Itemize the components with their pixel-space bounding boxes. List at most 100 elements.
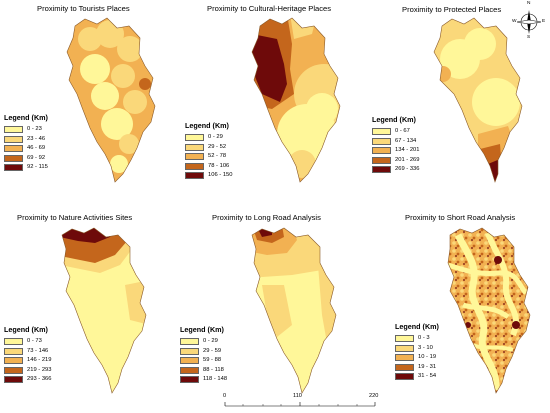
legend-label: 293 - 366 — [27, 376, 52, 383]
legend: Legend (Km) 0 - 3 3 - 10 10 - 19 19 - 31… — [395, 323, 439, 382]
legend-swatch — [180, 366, 199, 374]
legend-swatch — [395, 363, 414, 371]
legend-swatch — [4, 357, 23, 365]
legend-label: 19 - 31 — [418, 363, 437, 370]
legend-item: 10 - 19 — [395, 353, 439, 363]
legend-swatch — [185, 153, 204, 161]
legend-swatch — [372, 147, 391, 155]
legend-label: 134 - 201 — [395, 147, 420, 154]
legend-swatch — [180, 347, 199, 355]
legend-label: 52 - 78 — [208, 153, 227, 160]
map-tourists — [66, 17, 156, 183]
legend-label: 92 - 115 — [27, 164, 48, 171]
scale-label: 0 — [223, 393, 227, 399]
legend-title: Legend (Km) — [395, 322, 439, 331]
legend-swatch — [395, 344, 414, 352]
legend-title: Legend (Km) — [185, 121, 229, 130]
legend-item: 69 - 92 — [4, 154, 48, 164]
legend-item: 0 - 73 — [4, 337, 52, 347]
legend-label: 201 - 269 — [395, 156, 420, 163]
map-short-road — [447, 227, 531, 394]
legend-label: 88 - 118 — [203, 366, 224, 373]
legend-item: 0 - 67 — [372, 127, 420, 137]
map-long-road — [251, 227, 337, 394]
map-nature-activities — [61, 227, 147, 394]
map-title: Proximity to Short Road Analysis — [405, 213, 516, 222]
legend-label: 29 - 59 — [203, 347, 222, 354]
legend-label: 0 - 3 — [418, 335, 430, 342]
compass-rose-icon — [516, 10, 542, 34]
legend-label: 0 - 29 — [203, 338, 218, 345]
map-title: Proximity to Long Road Analysis — [212, 213, 321, 222]
legend-swatch — [395, 335, 414, 343]
legend-label: 29 - 52 — [208, 143, 227, 150]
legend-swatch — [372, 128, 391, 136]
legend-swatch — [180, 357, 199, 365]
legend-label: 67 - 134 — [395, 137, 417, 144]
legend-label: 106 - 150 — [208, 172, 233, 179]
legend-item: 88 - 118 — [180, 366, 227, 376]
legend-item: 293 - 366 — [4, 375, 52, 385]
map-title: Proximity to Protected Places — [402, 5, 502, 14]
legend-swatch — [4, 347, 23, 355]
legend-swatch — [185, 172, 204, 180]
compass-north-label: N — [527, 1, 531, 6]
legend-swatch — [372, 156, 391, 164]
compass-east-label: E — [542, 19, 546, 24]
legend-swatch — [395, 373, 414, 381]
north-arrow-icon: N S E W — [512, 1, 546, 41]
legend: Legend (Km) 0 - 67 67 - 134 134 - 201 20… — [372, 116, 420, 175]
legend-swatch — [4, 135, 23, 143]
legend-label: 0 - 23 — [27, 126, 42, 133]
legend-item: 219 - 293 — [4, 366, 52, 376]
legend-swatch — [4, 376, 23, 384]
legend-swatch — [180, 338, 199, 346]
legend-item: 0 - 3 — [395, 334, 439, 344]
legend-item: 134 - 201 — [372, 146, 420, 156]
legend-label: 10 - 19 — [418, 354, 437, 361]
legend: Legend (Km) 0 - 23 23 - 46 46 - 69 69 - … — [4, 114, 48, 173]
legend-item: 0 - 23 — [4, 125, 48, 135]
compass-west-label: W — [512, 19, 517, 24]
legend-swatch — [4, 126, 23, 134]
map-protected — [433, 17, 523, 183]
scale-bar-graphic — [224, 402, 376, 407]
legend-label: 69 - 92 — [27, 154, 46, 161]
legend-item: 0 - 29 — [185, 133, 233, 143]
scale-label: 110 — [293, 393, 302, 399]
legend-item: 92 - 115 — [4, 163, 48, 173]
compass-south-label: S — [527, 35, 531, 40]
legend-label: 23 - 46 — [27, 135, 46, 142]
legend-item: 146 - 219 — [4, 356, 52, 366]
legend-item: 0 - 29 — [180, 337, 227, 347]
legend-item: 23 - 46 — [4, 135, 48, 145]
map-title: Proximity to Cultural-Heritage Places — [207, 4, 332, 13]
legend-swatch — [185, 134, 204, 142]
legend-item: 67 - 134 — [372, 137, 420, 147]
legend-item: 29 - 52 — [185, 143, 233, 153]
legend-item: 3 - 10 — [395, 344, 439, 354]
legend-label: 146 - 219 — [27, 357, 52, 364]
legend-item: 78 - 106 — [185, 162, 233, 172]
legend-label: 46 - 69 — [27, 145, 46, 152]
legend-item: 29 - 59 — [180, 347, 227, 357]
map-cultural-heritage — [251, 17, 341, 183]
legend-label: 0 - 29 — [208, 134, 223, 141]
legend-label: 73 - 146 — [27, 347, 49, 354]
legend-item: 269 - 336 — [372, 165, 420, 175]
legend: Legend (Km) 0 - 29 29 - 59 59 - 88 88 - … — [180, 326, 227, 385]
legend-swatch — [4, 338, 23, 346]
legend-label: 78 - 106 — [208, 162, 230, 169]
legend-label: 269 - 336 — [395, 166, 420, 173]
legend: Legend (Km) 0 - 73 73 - 146 146 - 219 21… — [4, 326, 52, 385]
legend-item: 201 - 269 — [372, 156, 420, 166]
legend-swatch — [4, 145, 23, 153]
legend-swatch — [4, 164, 23, 172]
legend-swatch — [372, 166, 391, 174]
legend-swatch — [4, 154, 23, 162]
legend-swatch — [180, 376, 199, 384]
legend-item: 106 - 150 — [185, 171, 233, 181]
legend: Legend (Km) 0 - 29 29 - 52 52 - 78 78 - … — [185, 122, 233, 181]
legend-item: 19 - 31 — [395, 363, 439, 373]
legend-swatch — [372, 137, 391, 145]
